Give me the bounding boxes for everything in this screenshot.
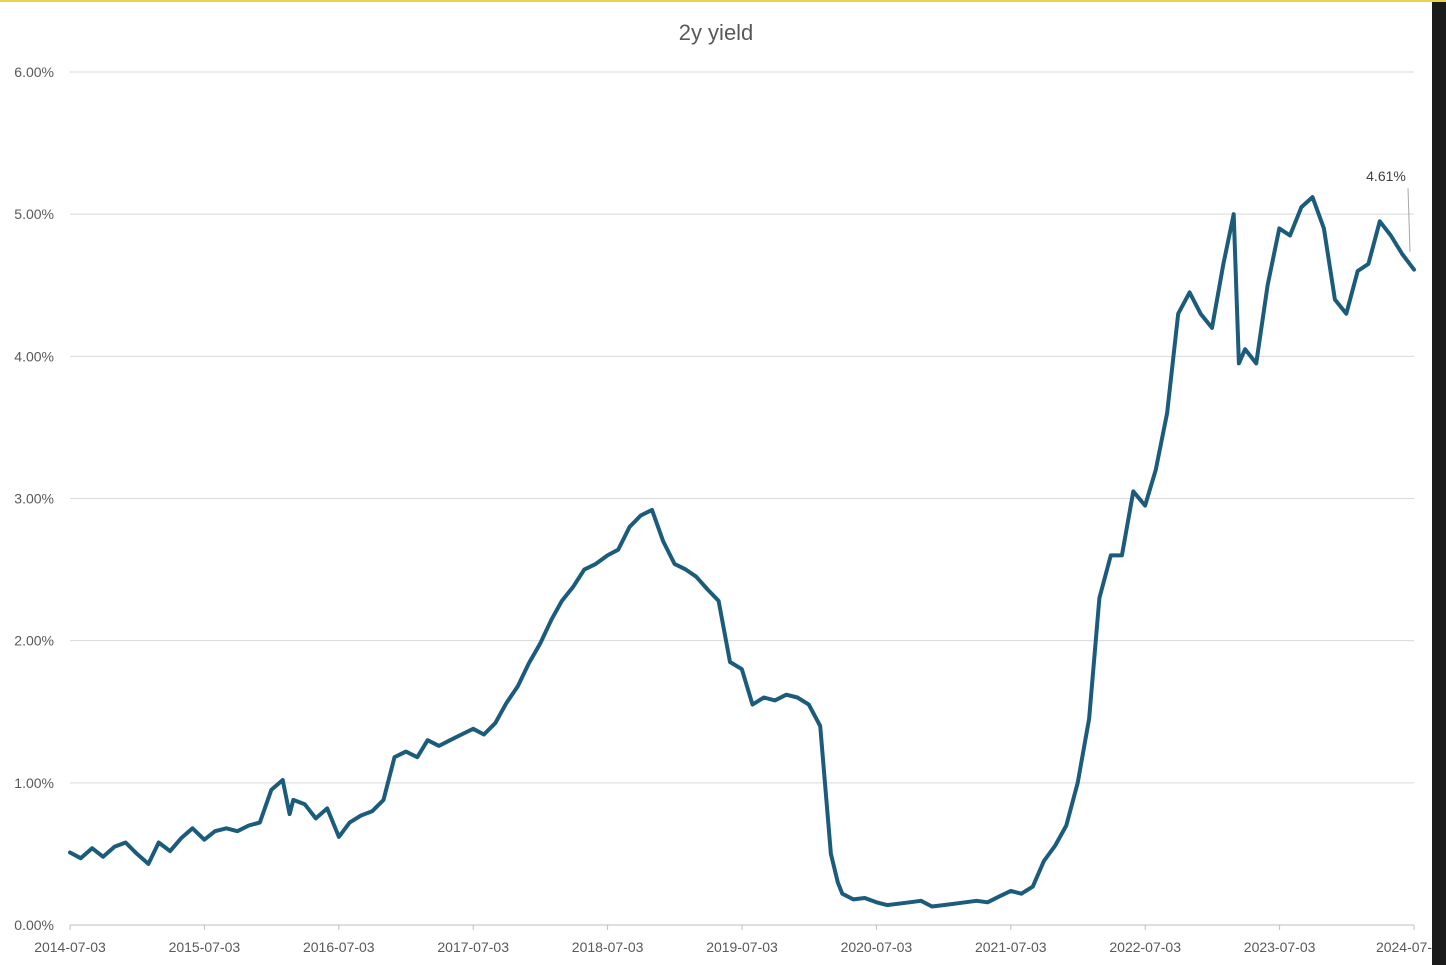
- x-tick-label: 2021-07-03: [975, 939, 1047, 955]
- x-tick-label: 2014-07-03: [34, 939, 106, 955]
- x-tick-label: 2020-07-03: [841, 939, 913, 955]
- x-tick-label: 2015-07-03: [169, 939, 241, 955]
- y-tick-label: 1.00%: [14, 775, 54, 791]
- x-tick-label: 2017-07-03: [437, 939, 509, 955]
- window-edge: [1432, 2, 1446, 965]
- y-tick-label: 0.00%: [14, 917, 54, 933]
- end-label-leader: [1407, 187, 1411, 252]
- x-tick-labels: 2014-07-03 2015-07-03 2016-07-03 2017-07-03…: [34, 925, 1432, 955]
- end-value-label: 4.61%: [1366, 168, 1406, 184]
- y-tick-label: 3.00%: [14, 491, 54, 507]
- y-tick-label: 4.00%: [14, 348, 54, 364]
- grid-lines: [70, 71, 1414, 926]
- y-tick-labels: 0.00% 1.00% 2.00% 3.00% 4.00% 5.00% 6.00%: [14, 64, 54, 933]
- series-group: [68, 195, 1416, 909]
- annotations: 4.61%: [1366, 168, 1411, 252]
- x-tick-label: 2016-07-03: [303, 939, 375, 955]
- y-tick-label: 5.00%: [14, 206, 54, 222]
- y-tick-label: 6.00%: [14, 64, 54, 80]
- x-tick-label: 2022-07-03: [1109, 939, 1181, 955]
- chart-title: 2y yield: [678, 20, 754, 45]
- y-tick-label: 2.00%: [14, 633, 54, 649]
- x-tick-label: 2023-07-03: [1244, 939, 1316, 955]
- x-tick-label: 2018-07-03: [572, 939, 644, 955]
- x-tick-label: 2019-07-03: [706, 939, 778, 955]
- series-line-0: [68, 195, 1416, 909]
- x-tick-label: 2024-07-: [1376, 939, 1432, 955]
